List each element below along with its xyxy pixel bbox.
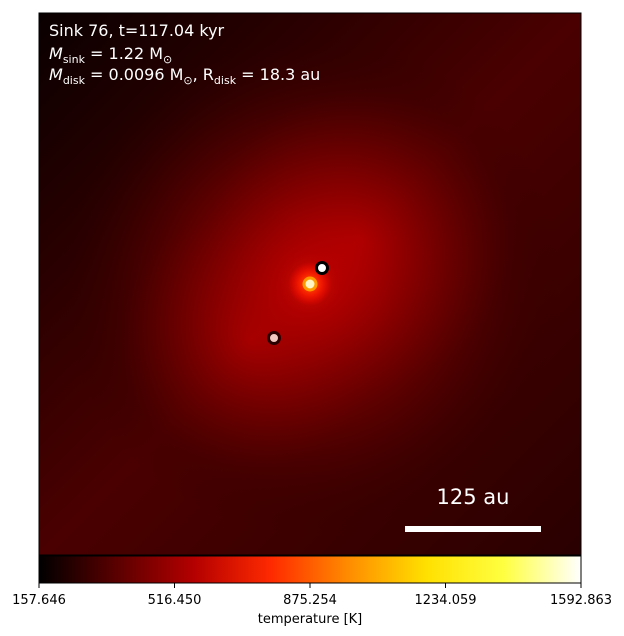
colorbar-tick-label: 516.450 <box>148 593 202 608</box>
colorbar-tick-label: 875.254 <box>283 593 337 608</box>
panel-title: Sink 76, t=117.04 kyr <box>49 21 225 40</box>
colorbar: 157.646 516.450 875.254 1234.059 1592.863 te… <box>12 555 612 627</box>
scalebar <box>405 526 541 532</box>
disk-props-label: Mdisk = 0.0096 M⊙, Rdisk = 18.3 au <box>49 65 320 87</box>
colorbar-label: temperature [K] <box>258 612 363 627</box>
scalebar-label: 125 au <box>437 485 510 509</box>
colorbar-tick-label: 1234.059 <box>414 593 476 608</box>
sink-north <box>315 261 329 275</box>
sink-south <box>267 331 281 345</box>
sink-primary <box>302 276 318 292</box>
colorbar-tick-label: 157.646 <box>12 593 66 608</box>
temperature-map: Sink 76, t=117.04 kyr Msink = 1.22 M⊙ Md… <box>39 13 581 555</box>
sink-mass-label: Msink = 1.22 M⊙ <box>49 44 172 66</box>
colorbar-tick-label: 1592.863 <box>550 593 612 608</box>
